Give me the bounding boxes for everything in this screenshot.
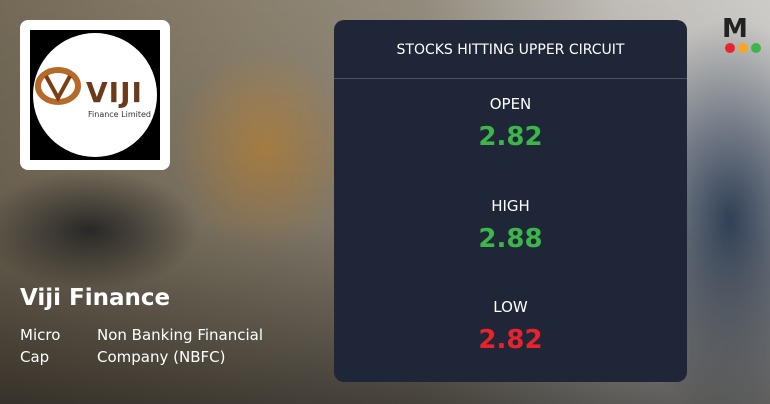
logo-emblem — [33, 33, 157, 157]
logo-word: VIJI — [86, 76, 143, 109]
divider — [334, 78, 687, 79]
logo-subtitle: Finance Limited — [88, 110, 151, 119]
sector: Non Banking Financial Company (NBFC) — [97, 326, 263, 366]
stat-label: LOW — [493, 298, 528, 316]
stat-label: OPEN — [489, 95, 532, 113]
stat-label: HIGH — [491, 197, 530, 215]
logo-inner: VIJI Finance Limited — [30, 30, 160, 160]
stat-value: 2.82 — [478, 325, 543, 355]
market-cap: Micro Cap — [20, 326, 61, 366]
brand-dots — [725, 43, 761, 53]
circuit-card: STOCKS HITTING UPPER CIRCUIT OPEN 2.82 H… — [334, 20, 687, 382]
card-title: STOCKS HITTING UPPER CIRCUIT — [396, 42, 625, 58]
brand-logo: M — [722, 14, 748, 44]
company-name: Viji Finance — [20, 285, 171, 311]
logo: VIJI Finance Limited — [20, 20, 170, 170]
stat-value: 2.88 — [478, 224, 543, 254]
stat-value: 2.82 — [478, 122, 543, 152]
